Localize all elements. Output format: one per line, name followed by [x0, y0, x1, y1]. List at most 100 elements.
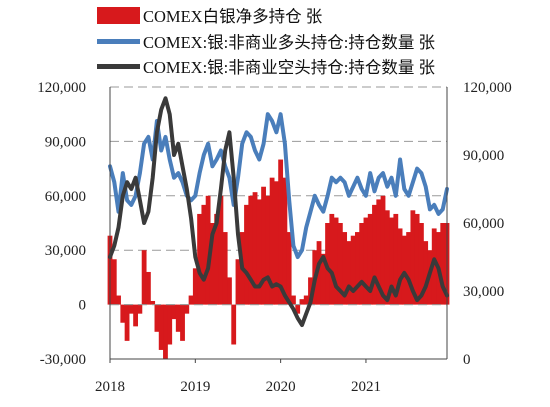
- net-long-bar: [261, 186, 266, 305]
- net-long-bar: [406, 232, 412, 305]
- net-long-bar: [393, 213, 399, 305]
- net-long-bar: [431, 228, 437, 305]
- legend-label-net-long: COMEX白银净多持仓 张: [143, 7, 323, 26]
- net-long-bar: [346, 241, 352, 305]
- net-long-bar: [282, 177, 288, 305]
- axes: [109, 87, 448, 360]
- net-long-bar: [180, 304, 185, 341]
- net-long-bar: [359, 223, 365, 305]
- net-long-bar: [227, 277, 232, 305]
- net-long-bar: [372, 204, 377, 305]
- right-axis-ticks: 120,000 90,000 60,000 30,000 0: [463, 80, 512, 368]
- net-long-bar: [171, 304, 177, 320]
- net-long-bar: [380, 195, 386, 305]
- net-long-bar: [363, 217, 369, 305]
- net-long-bar: [316, 241, 322, 305]
- left-tick-label: 0: [79, 298, 87, 314]
- net-long-bar: [376, 199, 382, 305]
- left-tick-label: 30,000: [45, 243, 86, 259]
- net-long-bar: [158, 304, 164, 350]
- short-positions-line: [108, 96, 449, 327]
- net-long-bar: [401, 235, 407, 305]
- net-long-bar: [286, 232, 292, 305]
- legend-label-short: COMEX:银:非商业空头持仓:持仓数量 张: [143, 58, 435, 77]
- right-tick-label: 60,000: [463, 216, 504, 232]
- net-long-bar: [163, 304, 168, 359]
- net-long-bar: [418, 223, 424, 305]
- net-long-bar: [248, 195, 254, 305]
- x-tick-label: 2021: [351, 379, 381, 395]
- legend-swatch-line-blue: [97, 38, 140, 44]
- net-long-bar: [397, 228, 403, 305]
- net-long-bar: [209, 223, 215, 305]
- long-positions-line: [108, 112, 449, 259]
- net-long-bar: [303, 295, 309, 305]
- left-tick-label: 120,000: [37, 80, 86, 96]
- net-long-bar: [273, 181, 279, 305]
- legend-swatch-line-black: [97, 63, 140, 69]
- net-long-bar: [167, 304, 173, 345]
- right-tick-label: 120,000: [463, 80, 512, 96]
- net-long-bar: [265, 195, 271, 305]
- net-long-bar: [256, 199, 262, 305]
- x-tick-label: 2018: [95, 379, 125, 395]
- net-long-bar: [342, 232, 348, 305]
- net-long-bar: [423, 241, 429, 305]
- net-long-bar: [355, 232, 360, 305]
- net-long-bar: [137, 304, 143, 314]
- legend-item-long: COMEX:银:非商业多头持仓:持仓数量 张: [97, 30, 435, 52]
- net-long-bar: [116, 295, 121, 305]
- net-long-bar: [244, 204, 249, 305]
- net-long-bar: [111, 259, 117, 305]
- net-long-bar: [214, 213, 220, 305]
- net-long-bar: [184, 304, 190, 314]
- net-long-bar: [124, 304, 130, 341]
- right-tick-label: 0: [463, 352, 471, 368]
- net-long-bar: [201, 204, 207, 305]
- net-long-bar: [192, 268, 198, 305]
- net-long-bar: [128, 304, 134, 314]
- left-tick-label: 90,000: [45, 134, 86, 150]
- net-long-bar: [120, 304, 126, 323]
- x-tick-label: 2019: [180, 379, 210, 395]
- legend-swatch-bar: [97, 6, 140, 24]
- left-axis-ticks: 120,000 90,000 60,000 30,000 0 -30,000: [37, 80, 86, 368]
- net-long-bar: [150, 300, 156, 305]
- net-long-bar: [329, 213, 335, 305]
- net-long-bar: [154, 304, 160, 332]
- net-long-bar: [205, 195, 211, 305]
- net-long-bar: [218, 195, 224, 305]
- net-long-bar: [295, 304, 301, 314]
- series-lines: [108, 96, 449, 327]
- net-long-bar: [440, 223, 446, 305]
- net-long-bar: [197, 213, 202, 305]
- net-long-bar: [188, 295, 194, 305]
- net-long-bar: [384, 210, 390, 305]
- legend-label-long: COMEX:银:非商业多头持仓:持仓数量 张: [143, 33, 435, 52]
- net-long-bar: [235, 259, 241, 305]
- net-long-bar: [133, 304, 139, 327]
- net-long-bar: [320, 253, 326, 305]
- legend-item-net-long: COMEX白银净多持仓 张: [97, 4, 322, 26]
- x-tick-label: 2020: [266, 379, 296, 395]
- right-tick-label: 30,000: [463, 284, 504, 300]
- x-axis-ticks: 2018 2019 2020 2021: [95, 359, 381, 395]
- net-long-bar: [308, 277, 313, 305]
- net-long-bar: [410, 210, 416, 305]
- net-long-bar: [350, 235, 356, 305]
- net-long-bar: [222, 232, 228, 305]
- legend-item-short: COMEX:银:非商业空头持仓:持仓数量 张: [97, 55, 435, 77]
- net-long-bar: [252, 192, 258, 305]
- left-tick-label: 60,000: [45, 189, 86, 205]
- net-long-bar: [269, 177, 275, 305]
- net-long-bar: [367, 213, 373, 305]
- net-long-bar: [175, 304, 181, 332]
- net-long-bar: [141, 250, 147, 305]
- net-long-bar: [145, 271, 151, 305]
- left-tick-label: -30,000: [40, 352, 86, 368]
- net-long-bar: [299, 299, 305, 305]
- net-long-bar: [389, 217, 394, 305]
- net-long-bar: [291, 295, 296, 305]
- net-long-bar: [333, 217, 339, 305]
